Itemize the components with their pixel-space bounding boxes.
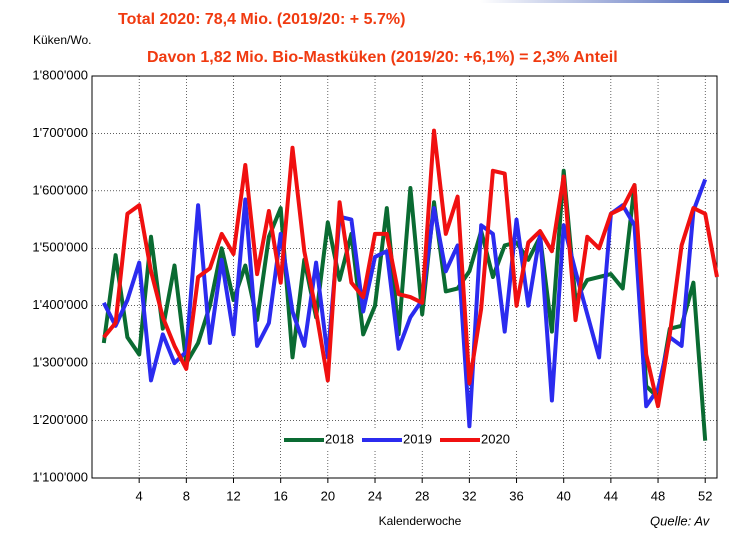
legend-label: 2018 bbox=[325, 431, 354, 446]
x-tick-label: 8 bbox=[183, 488, 190, 503]
legend-label: 2019 bbox=[403, 431, 432, 446]
series-line bbox=[102, 128, 719, 409]
legend-label: 2020 bbox=[481, 431, 510, 446]
y-tick-label: 1'800'000 bbox=[32, 67, 88, 82]
y-tick-label: 1'700'000 bbox=[32, 125, 88, 140]
x-tick-label: 4 bbox=[136, 488, 143, 503]
y-tick-label: 1'400'000 bbox=[32, 297, 88, 312]
y-axis-label: Küken/Wo. bbox=[33, 33, 91, 47]
x-tick-label: 20 bbox=[321, 488, 335, 503]
x-tick-label: 48 bbox=[651, 488, 665, 503]
chart-subtitle: Davon 1,82 Mio. Bio-Mastküken (2019/20: … bbox=[147, 49, 618, 66]
y-tick-label: 1'200'000 bbox=[32, 412, 88, 427]
x-tick-label: 12 bbox=[226, 488, 240, 503]
x-tick-label: 52 bbox=[698, 488, 712, 503]
chart-title: Total 2020: 78,4 Mio. (2019/20: + 5.7%) bbox=[118, 11, 405, 28]
x-tick-label: 16 bbox=[273, 488, 287, 503]
y-tick-label: 1'600'000 bbox=[32, 182, 88, 197]
source: Quelle: Av bbox=[650, 513, 711, 528]
x-tick-label: 32 bbox=[462, 488, 476, 503]
x-tick-label: 44 bbox=[604, 488, 618, 503]
x-axis-label: Kalenderwoche bbox=[379, 514, 462, 528]
top-bar bbox=[480, 0, 729, 3]
y-tick-label: 1'300'000 bbox=[32, 355, 88, 370]
x-tick-label: 40 bbox=[556, 488, 570, 503]
y-tick-label: 1'500'000 bbox=[32, 240, 88, 255]
x-tick-label: 24 bbox=[368, 488, 382, 503]
x-tick-label: 28 bbox=[415, 488, 429, 503]
y-tick-label: 1'100'000 bbox=[32, 469, 88, 484]
x-tick-label: 36 bbox=[509, 488, 523, 503]
